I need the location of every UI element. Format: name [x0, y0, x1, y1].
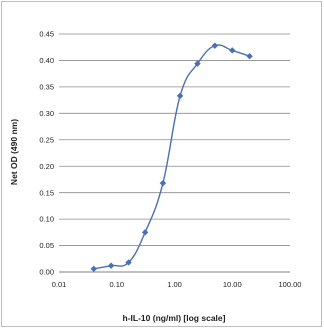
data-point-marker [107, 262, 115, 269]
series-line [93, 44, 250, 270]
data-series [90, 42, 253, 273]
y-tick-label: 0.00 [39, 268, 54, 277]
y-axis-ticks: 0.00 0.05 0.10 0.15 0.20 0.25 0.30 0.35 0.40 0.45 [39, 30, 54, 277]
data-point-marker [229, 47, 236, 54]
x-tick-label: 10.00 [223, 280, 242, 289]
data-point-marker [246, 53, 253, 60]
y-tick-label: 0.30 [39, 109, 54, 118]
y-tick-label: 0.20 [39, 162, 54, 171]
y-tick-label: 0.35 [39, 82, 54, 91]
data-point-marker [141, 229, 149, 236]
y-axis-title: Net OD (490 nm) [9, 119, 19, 185]
data-point-marker [159, 179, 167, 187]
x-tick-label: 0.10 [109, 280, 124, 289]
x-axis-title: h-IL-10 (ng/ml) [log scale] [123, 313, 226, 323]
data-point-marker [176, 92, 184, 100]
gridlines [59, 33, 290, 246]
x-axis-ticks: 0.01 0.10 1.00 10.00 100.00 [52, 280, 302, 289]
y-tick-label: 0.45 [39, 30, 54, 39]
y-tick-label: 0.15 [39, 188, 54, 197]
data-point-marker [125, 259, 132, 266]
y-tick-label: 0.25 [39, 135, 54, 144]
y-tick-label: 0.05 [39, 241, 54, 250]
x-tick-label: 1.00 [167, 280, 182, 289]
data-point-marker [211, 42, 219, 49]
y-tick-label: 0.10 [39, 215, 54, 224]
data-point-marker [194, 60, 201, 67]
y-tick-label: 0.40 [39, 56, 54, 65]
x-tick-label: 0.01 [52, 280, 67, 289]
data-point-marker [90, 265, 97, 273]
x-tick-label: 100.00 [279, 280, 302, 289]
